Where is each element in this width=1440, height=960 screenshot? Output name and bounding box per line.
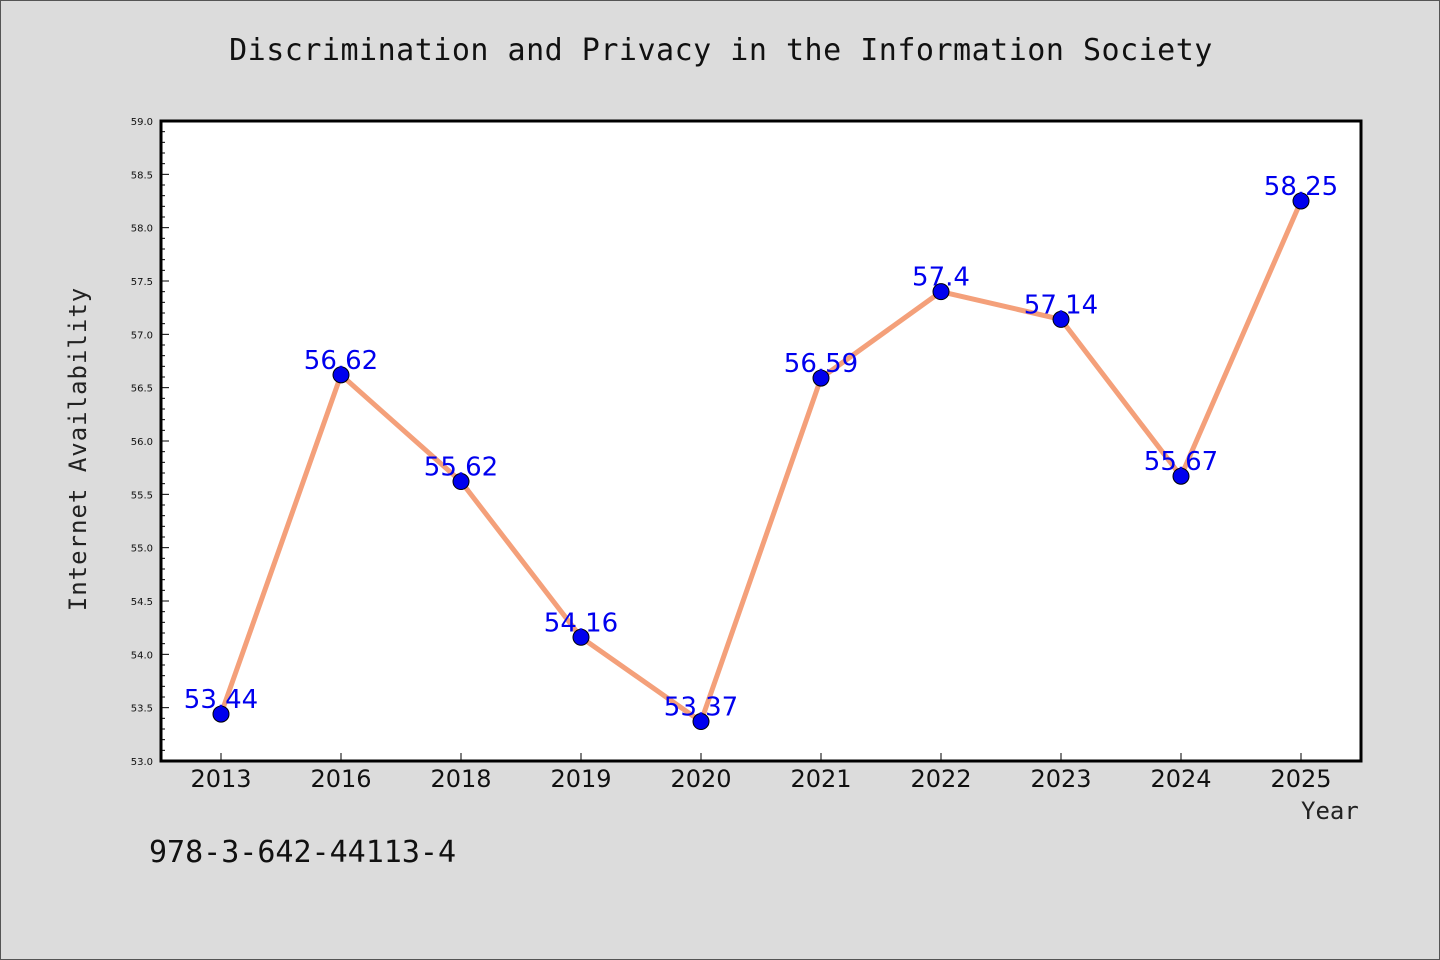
x-tick-label: 2022	[910, 765, 971, 793]
data-point	[332, 366, 350, 384]
data-point	[212, 705, 230, 723]
x-tick-label: 2020	[670, 765, 731, 793]
x-tick-label: 2023	[1030, 765, 1091, 793]
data-point	[572, 628, 590, 646]
chart-title: Discrimination and Privacy in the Inform…	[229, 33, 1213, 68]
y-tick-label: 56.0	[131, 437, 153, 448]
x-tick-label: 2013	[190, 765, 251, 793]
y-tick-label: 55.0	[131, 544, 153, 555]
data-label: 57.14	[1024, 290, 1098, 320]
y-tick-label: 56.5	[131, 384, 153, 395]
data-label: 53.44	[184, 685, 258, 715]
data-point	[452, 473, 470, 491]
y-tick-label: 54.5	[131, 597, 153, 608]
x-tick-label: 2025	[1270, 765, 1331, 793]
data-point	[932, 283, 950, 301]
y-tick-label: 53.5	[131, 704, 153, 715]
x-axis-label: Year	[1301, 797, 1359, 825]
x-tick-label: 2016	[310, 765, 371, 793]
plot-area	[159, 119, 1363, 763]
y-tick-label: 57.0	[131, 330, 153, 341]
data-label: 55.67	[1144, 447, 1218, 477]
series-line	[218, 200, 1304, 725]
y-tick-label: 55.5	[131, 490, 153, 501]
y-tick-label: 54.0	[131, 650, 153, 661]
y-tick-label: 59.0	[131, 117, 153, 128]
data-label: 53.37	[664, 693, 738, 723]
data-point	[1172, 467, 1190, 485]
x-tick-label: 2024	[1150, 765, 1211, 793]
data-label: 54.16	[544, 608, 618, 638]
data-label: 57.4	[912, 263, 970, 293]
data-label: 56.62	[304, 346, 378, 376]
data-point	[812, 369, 830, 387]
x-tick-label: 2018	[430, 765, 491, 793]
data-label: 58.25	[1264, 172, 1338, 202]
y-tick-label: 57.5	[131, 277, 153, 288]
isbn-annotation: 978-3-642-44113-4	[149, 835, 457, 870]
y-tick-label: 58.0	[131, 224, 153, 235]
y-tick-label: 53.0	[131, 757, 153, 768]
data-point	[692, 713, 710, 731]
x-tick-label: 2021	[790, 765, 851, 793]
data-point	[1292, 192, 1310, 210]
x-tick-label: 2019	[550, 765, 611, 793]
data-label: 55.62	[424, 453, 498, 483]
data-label: 56.59	[784, 349, 858, 379]
data-point	[1052, 310, 1070, 328]
y-tick-label: 58.5	[131, 170, 153, 181]
